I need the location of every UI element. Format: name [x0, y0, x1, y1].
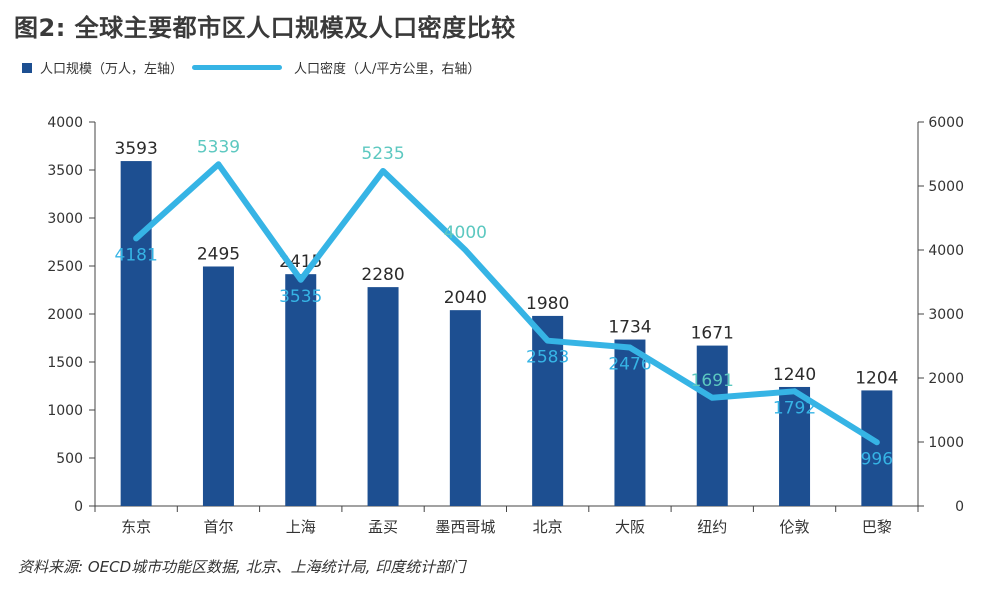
bar-data-label: 1204: [855, 368, 898, 388]
bar: [367, 287, 399, 506]
line-data-label: 3535: [279, 287, 322, 307]
y-left-tick-label: 2500: [47, 259, 83, 275]
bar: [861, 390, 893, 506]
legend-item-density: 人口密度（人/平方公里，右轴）: [192, 58, 480, 77]
x-tick-label: 巴黎: [862, 518, 892, 536]
y-right-tick-label: 1000: [928, 435, 964, 451]
legend-swatch-line: [192, 65, 282, 70]
legend-label-population: 人口规模（万人，左轴）: [40, 62, 184, 77]
y-right-tick-label: 3000: [928, 307, 964, 323]
bar-data-label: 3593: [115, 139, 158, 159]
legend: 人口规模（万人，左轴） 人口密度（人/平方公里，右轴）: [22, 58, 922, 78]
y-left-tick-label: 0: [74, 499, 83, 515]
bar: [614, 339, 646, 506]
y-left-tick-label: 2000: [47, 307, 83, 323]
y-right-tick-label: 5000: [928, 179, 964, 195]
y-left-tick-label: 3500: [47, 163, 83, 179]
line-data-label: 4000: [444, 223, 487, 243]
bar: [202, 266, 234, 506]
bar: [285, 274, 317, 506]
y-left-tick-label: 3000: [47, 211, 83, 227]
y-left-tick-label: 1000: [47, 403, 83, 419]
x-tick-label: 上海: [286, 518, 316, 536]
x-tick-label: 北京: [533, 518, 563, 536]
legend-item-population: 人口规模（万人，左轴）: [22, 58, 183, 77]
line-data-label: 5235: [361, 144, 404, 164]
x-tick-label: 大阪: [615, 518, 645, 536]
x-tick-label: 孟买: [368, 518, 398, 536]
bar-data-label: 2040: [444, 288, 487, 308]
legend-swatch-bar: [22, 62, 32, 73]
x-tick-label: 伦敦: [780, 518, 810, 536]
line-data-label: 2476: [608, 355, 651, 375]
y-right-tick-label: 2000: [928, 371, 964, 387]
legend-label-density: 人口密度（人/平方公里，右轴）: [294, 62, 481, 77]
line-data-label: 1792: [773, 398, 816, 418]
bar-data-label: 2495: [197, 244, 240, 264]
y-right-tick-label: 4000: [928, 243, 964, 259]
y-left-tick-label: 1500: [47, 355, 83, 371]
line-data-label: 2583: [526, 348, 569, 368]
y-right-tick-label: 6000: [928, 115, 964, 131]
bar: [696, 345, 728, 506]
bar: [120, 161, 152, 506]
line-data-label: 1691: [691, 371, 734, 391]
bar: [449, 310, 481, 506]
x-tick-label: 东京: [121, 518, 151, 536]
y-left-tick-label: 4000: [47, 115, 83, 131]
density-line: [133, 161, 880, 446]
x-tick-label: 纽约: [697, 518, 727, 536]
line-data-label: 4181: [115, 245, 158, 265]
bar-data-label: 1671: [691, 324, 734, 344]
bar: [779, 386, 811, 506]
bar-data-label: 1734: [608, 318, 651, 338]
bar-data-label: 1240: [773, 365, 816, 385]
source-note: 资料来源: OECD城市功能区数据, 北京、上海统计局, 印度统计部门: [18, 558, 466, 576]
bar-data-label: 1980: [526, 294, 569, 314]
y-left-tick-label: 500: [56, 451, 83, 467]
x-tick-label: 首尔: [203, 518, 233, 536]
chart-title: 图2: 全球主要都市区人口规模及人口密度比较: [14, 14, 516, 42]
bar-data-label: 2280: [361, 265, 404, 285]
y-right-tick-label: 0: [955, 499, 964, 515]
line-data-label: 996: [861, 449, 893, 469]
x-tick-label: 墨西哥城: [435, 518, 495, 536]
bar: [532, 315, 564, 506]
line-data-label: 5339: [197, 137, 240, 157]
